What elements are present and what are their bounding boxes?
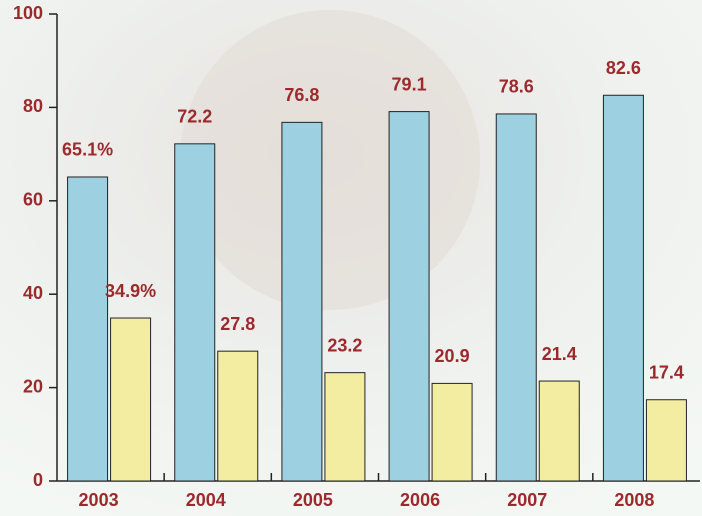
y-tick-label: 100 (13, 3, 43, 23)
bar (646, 400, 686, 481)
x-tick-label: 2008 (614, 490, 654, 510)
y-tick-label: 80 (23, 96, 43, 116)
value-label: 20.9 (435, 346, 470, 366)
value-label: 72.2 (177, 107, 212, 127)
page: 0 20 40 60 80 100 2003 65.1% 34.9% 2004 72.2 27.8 20… (0, 0, 702, 516)
y-tick-label: 40 (23, 283, 43, 303)
x-tick-label: 2003 (79, 490, 119, 510)
bar (111, 318, 151, 481)
bar (282, 122, 322, 481)
x-tick-label: 2005 (293, 490, 333, 510)
bar (389, 112, 429, 481)
value-label: 65.1% (62, 140, 113, 160)
value-label: 82.6 (606, 58, 641, 78)
value-label: 34.9% (105, 281, 156, 301)
x-tick-label: 2006 (400, 490, 440, 510)
chart: 0 20 40 60 80 100 2003 65.1% 34.9% 2004 72.2 27.8 20… (0, 0, 702, 516)
x-tick-label: 2004 (186, 490, 226, 510)
bar (539, 381, 579, 481)
background-photo (180, 10, 480, 310)
value-label: 79.1 (392, 74, 427, 94)
value-label: 76.8 (284, 85, 319, 105)
value-label: 23.2 (327, 335, 362, 355)
y-tick-label: 60 (23, 190, 43, 210)
bar (68, 177, 108, 481)
bar (496, 114, 536, 481)
bar (603, 95, 643, 481)
y-tick-label: 20 (23, 376, 43, 396)
value-label: 27.8 (220, 314, 255, 334)
value-label: 21.4 (542, 344, 577, 364)
bar (432, 383, 472, 481)
value-label: 17.4 (649, 362, 684, 382)
y-tick-label: 0 (33, 470, 43, 490)
bar (325, 373, 365, 481)
x-tick-label: 2007 (507, 490, 547, 510)
bar (218, 351, 258, 481)
value-label: 78.6 (499, 77, 534, 97)
bar (175, 144, 215, 481)
